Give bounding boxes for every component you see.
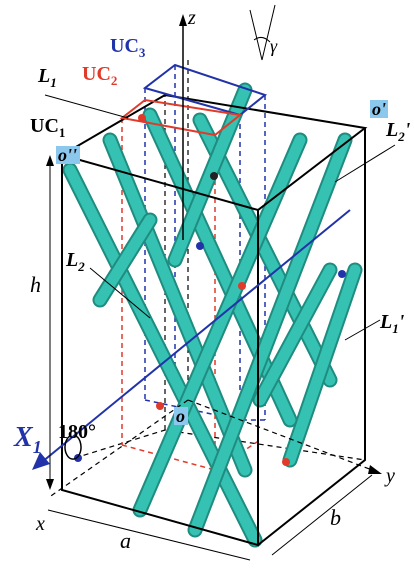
label: o <box>176 406 185 426</box>
label-sub: 3 <box>139 45 146 60</box>
label-sub: 2 <box>111 73 118 88</box>
label: h <box>30 272 41 297</box>
label-base: L <box>379 311 392 333</box>
axis-label: z <box>187 7 196 29</box>
label-base: UC <box>30 115 59 137</box>
label: UC1 <box>30 115 65 140</box>
label: o'' <box>58 145 77 165</box>
label-sub: 1 <box>59 125 66 140</box>
label: b <box>330 505 341 530</box>
label-base: L <box>65 249 78 271</box>
label: X1 <box>13 422 42 457</box>
label: UC3 <box>110 35 146 60</box>
label: L2' <box>385 119 411 144</box>
label-mark: ' <box>399 311 405 333</box>
label-base: L <box>37 65 50 87</box>
label: o' <box>372 99 386 119</box>
label: L1 <box>37 65 57 90</box>
label-base: UC <box>82 63 111 85</box>
label-base: UC <box>110 35 139 57</box>
label: 180° <box>58 421 96 443</box>
label: a <box>120 528 131 553</box>
fibers <box>70 90 355 540</box>
label-base: L <box>385 119 398 141</box>
label-sub: 1 <box>33 437 42 457</box>
label-sub: 2 <box>77 259 85 274</box>
label: L1' <box>379 311 405 336</box>
angle-label: γ <box>270 36 278 56</box>
label: UC2 <box>82 63 117 88</box>
label-mark: ' <box>405 119 411 141</box>
axis-label: x <box>35 513 45 535</box>
label: L2 <box>65 249 85 274</box>
label-base: X <box>13 422 34 453</box>
diagram: z y x γ L1 UC3 UC2 UC1 o' o'' L2' L2 h L… <box>0 0 414 568</box>
label-sub: 1 <box>50 75 57 90</box>
axis-label: y <box>384 465 395 487</box>
